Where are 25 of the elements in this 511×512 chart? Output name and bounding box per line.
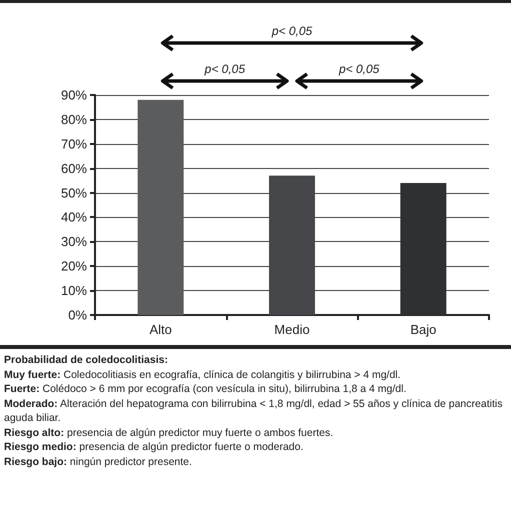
y-tick-label: 60% xyxy=(60,160,88,176)
text: Riesgo bajo: ningún predictor presente. xyxy=(4,454,193,469)
text: Riesgo alto: presencia de algún predictor muy fuerte o ambos fuertes. xyxy=(4,426,334,440)
text: Fuerte: Colédoco > 6 mm por ecografía (con vesícula in situ), bilirrubina 1,8 a 4 mg/dl. xyxy=(4,382,408,396)
y-tick-label: 40% xyxy=(60,210,88,225)
text: Riesgo medio: presencia de algún predictor fuerte o moderado. xyxy=(4,440,304,454)
y-tick-label: 90% xyxy=(60,88,88,102)
x-tick-label: Bajo xyxy=(410,322,436,337)
x-tick-label: Medio xyxy=(274,322,310,337)
bar xyxy=(400,183,446,315)
y-tick-label: 80% xyxy=(60,112,88,127)
bar xyxy=(138,100,184,315)
text: p< 0,05 xyxy=(204,62,246,76)
y-tick-label: 10% xyxy=(60,283,88,298)
text: Muy fuerte: Coledocolitiasis en ecografía, clínica de colangitis y bilirrubina > 4 mg/dl. xyxy=(4,368,402,382)
y-tick-label: 70% xyxy=(60,136,88,152)
text: Moderado: Alteración del hepatograma con bilirrubina < 1,8 mg/dl, edad > 55 años y clínica de pancreatitis aguda biliar. xyxy=(4,396,504,426)
x-tick-label: Alto xyxy=(149,322,172,337)
y-tick-label: 0% xyxy=(68,308,88,322)
text: Probabilidad de coledocolitiasis: xyxy=(4,354,168,366)
y-tick-label: 20% xyxy=(60,258,88,274)
y-tick-label: 30% xyxy=(60,234,88,250)
y-tick-label: 50% xyxy=(60,185,88,200)
text: p< 0,05 xyxy=(338,62,380,76)
text: p< 0,05 xyxy=(270,24,313,38)
